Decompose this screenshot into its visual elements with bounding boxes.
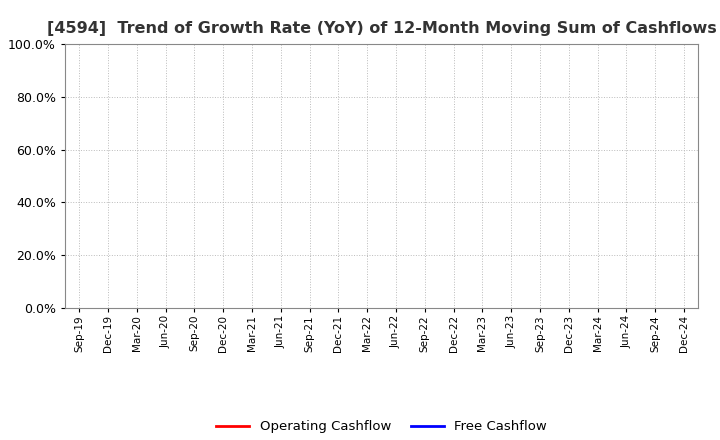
Legend: Operating Cashflow, Free Cashflow: Operating Cashflow, Free Cashflow: [211, 415, 552, 439]
Title: [4594]  Trend of Growth Rate (YoY) of 12-Month Moving Sum of Cashflows: [4594] Trend of Growth Rate (YoY) of 12-…: [47, 21, 716, 36]
